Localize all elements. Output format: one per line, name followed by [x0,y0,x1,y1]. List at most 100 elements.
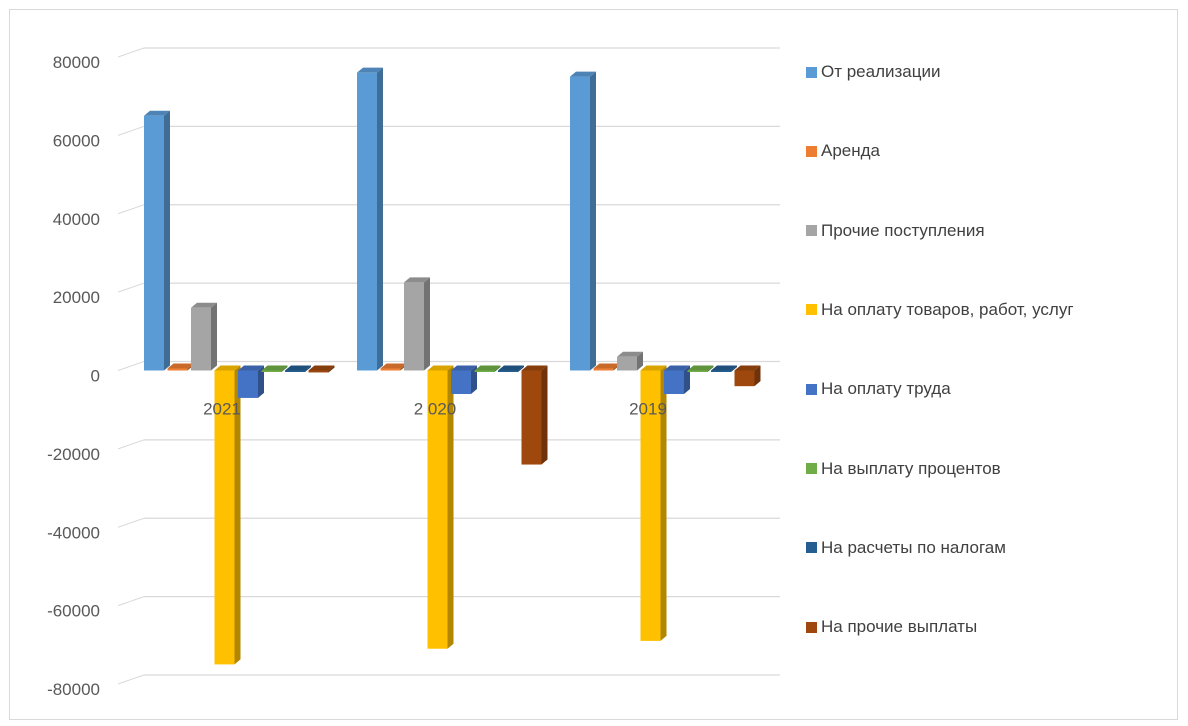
legend-label: От реализации [821,62,941,81]
bar-top [404,277,430,283]
bar [144,110,170,371]
legend-swatch [806,145,817,157]
bar-face [687,370,708,372]
bar [664,365,690,395]
bar [285,365,311,372]
bar-side [541,365,548,465]
bar-top [664,365,690,371]
bar [711,365,737,372]
bar-side [754,365,761,387]
bar-face [593,368,614,371]
bar [451,365,477,395]
bar-side [707,365,714,372]
bar-face [214,370,235,665]
bar [380,363,407,371]
legend-item: На расчеты по налогам [806,536,1006,560]
bar-top [617,351,643,357]
bar-top [427,365,454,371]
bar-top [498,365,524,371]
bar [238,365,264,398]
y-tick-label: -40000 [47,523,100,542]
bar-side [471,365,477,395]
legend-item: От реализации [806,60,941,84]
x-tick-label: 2019 [629,400,667,419]
bar [427,365,454,649]
y-tick-label: -60000 [47,602,100,621]
y-tick-label: 80000 [53,53,100,72]
bar-top [238,365,264,371]
legend-swatch [806,225,817,237]
bar-top [357,67,383,73]
bar [521,365,548,465]
bar-side [234,365,241,665]
bar [214,365,241,665]
bar [687,365,714,372]
bar [498,365,524,372]
bar-top [144,110,170,116]
bar-top [285,365,311,371]
bar-side [281,365,288,372]
bar-top [380,363,407,369]
gridline-depth [117,282,145,293]
bar-side [684,365,690,395]
bar-side [637,351,643,371]
bar-face [427,370,448,649]
legend-label: На выплату процентов [821,458,1001,478]
gridline-depth [117,596,145,607]
x-tick-label: 2021 [203,400,241,419]
bar-top [711,365,737,371]
bar-top [191,302,217,308]
bar-side [424,277,430,371]
bar-face [261,370,282,372]
legend-swatch [806,304,817,316]
bar-top [261,365,288,371]
bar [167,363,194,371]
gridline-depth [117,517,145,528]
bar-face [734,370,755,387]
bar-face [451,370,471,395]
gridline-depth [117,125,145,136]
bar-top [167,363,194,369]
bar-side [731,365,737,372]
legend-item: Прочие поступления [806,219,985,243]
bar-face [238,370,258,398]
legend-label: Прочие поступления [821,220,985,240]
bar-side [305,365,311,372]
bar-face [380,368,401,371]
bar [474,365,501,372]
bar-top [214,365,241,371]
bar-side [164,110,170,371]
legend-item: На оплату товаров, работ, услуг [806,298,1074,322]
legend-swatch [806,383,817,395]
bar-side [518,365,524,372]
bar-top [451,365,477,371]
bar [593,363,620,371]
bar-top [734,365,761,371]
bar-face [144,115,164,371]
legend-label: На оплату товаров, работ, услуг [821,299,1074,319]
gridline-depth [117,674,145,685]
bar [404,277,430,371]
bar [308,365,335,373]
bar-side [590,71,596,371]
bar-top [308,365,335,371]
gridline-depth [117,47,145,58]
bar-face [570,76,590,371]
bar-face [640,370,661,641]
bar-face [167,368,188,371]
bar-face [498,370,518,372]
legend-item: На прочие выплаты [806,615,977,639]
legend-label: На прочие выплаты [821,617,978,637]
bar-face [474,370,495,372]
y-tick-label: 20000 [53,288,100,307]
bar [357,67,383,371]
y-tick-label: -80000 [47,680,100,699]
bar-side [660,365,667,641]
y-tick-label: 0 [91,367,100,386]
bar-top [570,71,596,77]
gridline-depth [117,204,145,215]
bar [191,302,217,371]
gridline-depth [117,361,145,371]
bar-face [404,282,424,371]
